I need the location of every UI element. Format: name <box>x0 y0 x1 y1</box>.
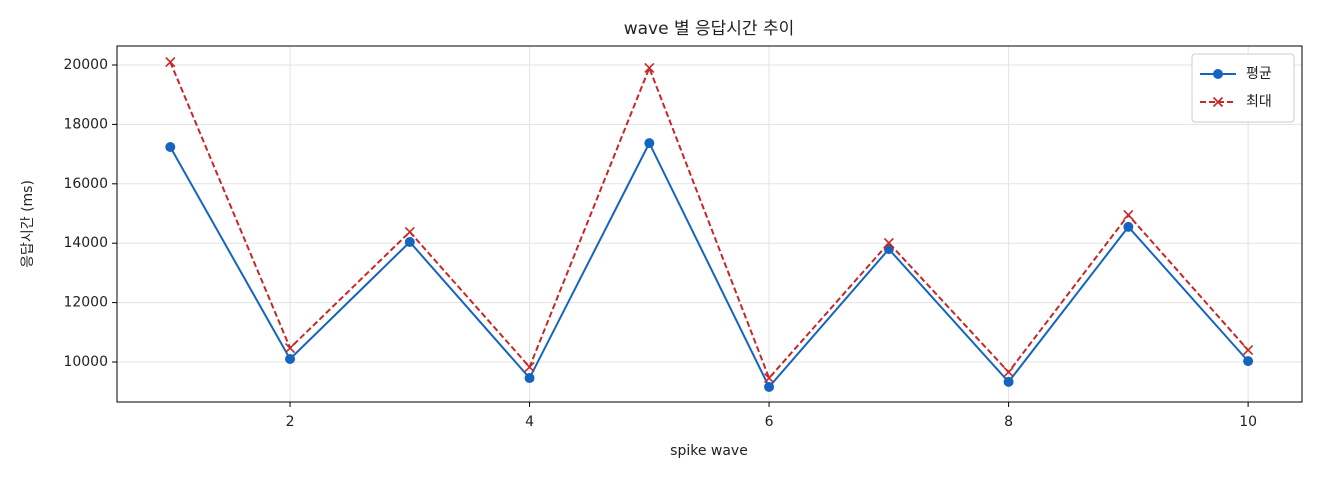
marker <box>883 237 894 248</box>
legend-marker <box>1213 69 1223 79</box>
marker <box>284 342 296 354</box>
marker <box>404 237 415 248</box>
marker <box>1003 376 1014 387</box>
legend-marker <box>1212 96 1224 108</box>
marker <box>285 354 296 365</box>
y-tick-label: 18000 <box>63 116 108 132</box>
marker <box>644 138 655 149</box>
x-tick-label: 2 <box>286 414 295 430</box>
x-tick-label: 8 <box>1004 414 1013 430</box>
marker <box>1003 367 1014 378</box>
x-tick-label: 10 <box>1239 414 1257 430</box>
marker <box>1123 221 1134 232</box>
series-line <box>169 140 1249 389</box>
y-tick-label: 20000 <box>63 57 108 73</box>
legend-box <box>1191 53 1295 123</box>
marker <box>524 361 535 373</box>
marker <box>165 56 176 68</box>
legend-label: 평균 <box>1246 66 1272 82</box>
marker <box>764 381 775 392</box>
y-tick-label: 12000 <box>63 295 108 311</box>
y-tick-label: 10000 <box>63 354 108 370</box>
y-tick-label: 16000 <box>63 176 108 192</box>
marker <box>1243 356 1254 367</box>
legend-label: 최대 <box>1246 94 1272 110</box>
y-tick-label: 14000 <box>63 235 108 251</box>
marker <box>404 226 415 237</box>
x-tick-label: 4 <box>525 414 534 430</box>
plot-frame <box>116 45 1303 403</box>
y-axis-label: 응답시간 (ms) <box>20 180 36 268</box>
marker <box>764 372 775 384</box>
series-line <box>169 61 1249 380</box>
marker <box>165 141 176 152</box>
x-axis-label: spike wave <box>670 443 748 459</box>
marker <box>1123 209 1134 221</box>
marker <box>644 62 655 74</box>
chart-title: wave 별 응답시간 추이 <box>624 19 795 39</box>
marker <box>1243 345 1254 356</box>
marker <box>524 373 535 384</box>
x-tick-label: 6 <box>765 414 774 430</box>
